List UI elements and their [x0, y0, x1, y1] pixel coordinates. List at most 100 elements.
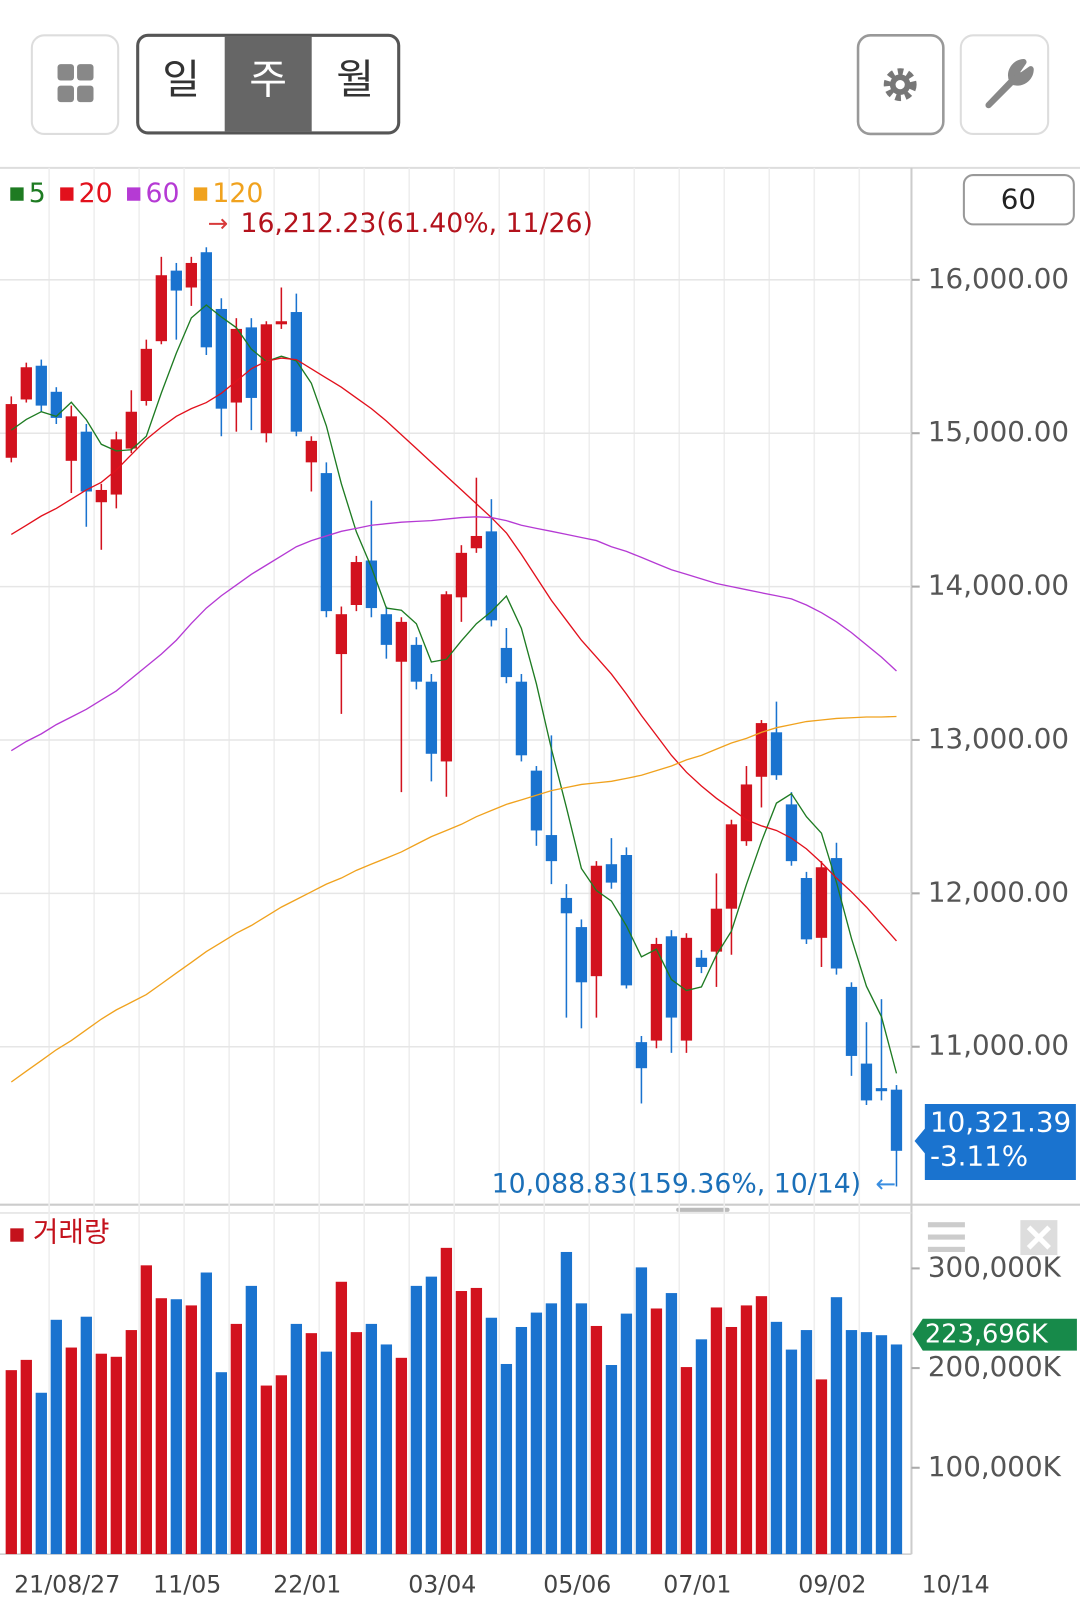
candle-body	[380, 614, 393, 645]
volume-bar	[215, 1372, 227, 1555]
gear-hole	[895, 80, 905, 90]
volume-bar	[35, 1392, 47, 1555]
y-tick-label: 200,000K	[928, 1350, 1062, 1383]
moving-average-line	[10, 715, 897, 1083]
volume-menu[interactable]	[927, 1222, 965, 1252]
candle-body	[125, 411, 137, 449]
wrench-icon	[985, 58, 1034, 109]
candle-body	[560, 897, 573, 914]
candle-body	[290, 312, 303, 432]
settings-button[interactable]	[856, 34, 945, 136]
legend-swatch	[60, 187, 74, 201]
volume-bar	[785, 1349, 798, 1555]
button-label: 60	[1001, 183, 1036, 216]
candle-body	[440, 594, 453, 762]
candle-body	[410, 644, 423, 682]
volume-bar	[425, 1276, 438, 1555]
volume-bar	[245, 1285, 258, 1555]
button-frame	[962, 174, 1075, 226]
volume-bar	[350, 1332, 363, 1555]
volume-bar	[650, 1308, 663, 1555]
candle-body	[335, 614, 348, 655]
volume-bar	[830, 1297, 843, 1555]
volume-bar	[410, 1285, 423, 1555]
candle-body	[545, 835, 558, 862]
volume-bar	[65, 1347, 77, 1555]
x-tick-label: 07/01	[663, 1570, 731, 1598]
x-tick-label: 10/14	[922, 1570, 990, 1598]
last-price-label: 10,321.39	[930, 1106, 1071, 1139]
volume-bar	[230, 1323, 242, 1555]
moving-average-line	[10, 304, 898, 1074]
volume-bar	[725, 1326, 738, 1555]
tab-label[interactable]: 월	[336, 56, 374, 104]
volume-bar	[5, 1370, 17, 1555]
candle-body	[575, 927, 588, 983]
y-tick-label: 16,000.00	[928, 262, 1069, 295]
volume-bar	[485, 1317, 498, 1555]
volume-bar	[305, 1333, 318, 1555]
tab-label[interactable]: 주	[249, 56, 287, 104]
period-button[interactable]: 60	[962, 174, 1075, 226]
candle-body	[20, 367, 32, 400]
volume-bar	[365, 1323, 378, 1555]
button-frame	[30, 34, 120, 135]
moving-average-line	[10, 357, 897, 942]
tab-label[interactable]: 일	[162, 56, 200, 104]
candle-body	[365, 560, 378, 609]
candle-body	[515, 681, 528, 756]
current-volume-box	[912, 1318, 1077, 1351]
low-arrow: ←	[876, 1169, 897, 1198]
resize-handle[interactable]	[676, 1207, 730, 1212]
candle-body	[65, 416, 77, 461]
x-tick-label: 03/04	[408, 1570, 476, 1598]
candle-body	[740, 784, 753, 842]
volume-bar	[440, 1247, 453, 1555]
vertical-grid	[0, 167, 912, 1555]
volume-close[interactable]	[1020, 1220, 1058, 1256]
volume-title: 거래량	[33, 1215, 110, 1248]
x-tick-label: 22/01	[273, 1570, 341, 1598]
volume-bar	[20, 1359, 32, 1555]
volume-bar	[455, 1291, 468, 1555]
candle-body	[200, 252, 212, 348]
volume-bar	[815, 1379, 828, 1555]
candle-body	[770, 732, 783, 776]
volume-bar	[125, 1330, 137, 1555]
candle-body	[260, 324, 273, 434]
volume-bar	[590, 1325, 603, 1555]
legend-label: 20	[79, 178, 113, 209]
layout-button[interactable]	[30, 34, 120, 135]
volume-bar	[200, 1272, 212, 1555]
y-tick-label: 12,000.00	[928, 875, 1069, 908]
volume-bar	[695, 1339, 708, 1555]
tab-selected-bg	[224, 36, 312, 132]
candle-body	[785, 804, 798, 862]
legend-swatch	[127, 187, 141, 201]
candle-body	[725, 824, 738, 909]
volume-bar	[170, 1299, 182, 1555]
x-tick-label: 05/06	[543, 1570, 611, 1598]
volume-bar	[275, 1375, 288, 1555]
menu-bar	[927, 1222, 965, 1228]
tools-button[interactable]	[959, 34, 1050, 135]
x-tick-label: 11/05	[153, 1570, 221, 1598]
high-annotation: 16,212.23(61.40%, 11/26)	[240, 208, 593, 239]
y-tick-label: 300,000K	[928, 1250, 1062, 1283]
volume-bar	[860, 1332, 873, 1555]
candle-body	[530, 770, 543, 831]
y-tick-label: 15,000.00	[928, 415, 1069, 448]
menu-bar	[927, 1234, 965, 1240]
candle-body	[590, 865, 603, 977]
volume-bar	[545, 1303, 558, 1555]
y-tick-label: 13,000.00	[928, 722, 1069, 755]
candle-body	[425, 681, 438, 754]
volume-bar	[890, 1344, 903, 1555]
volume-bar	[260, 1385, 273, 1555]
icon-cell	[57, 64, 74, 81]
volume-bar	[320, 1351, 333, 1555]
candle-body	[350, 562, 363, 605]
candle-body	[170, 270, 182, 291]
